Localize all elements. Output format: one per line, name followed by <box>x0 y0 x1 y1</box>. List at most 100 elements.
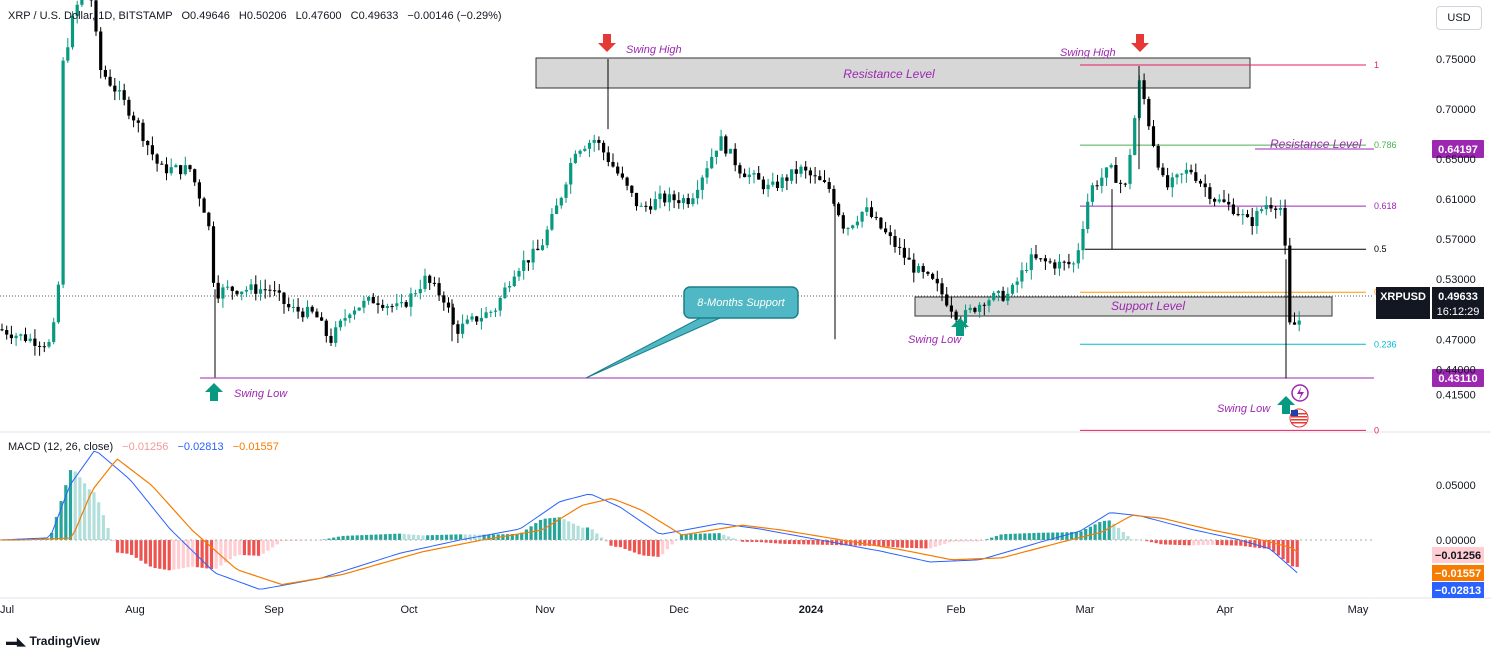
swing-low-arrow-1-icon <box>205 383 223 401</box>
candle-body <box>851 225 855 229</box>
macd-bar <box>769 540 773 543</box>
x-tick-label: Mar <box>1076 604 1095 616</box>
candle-body <box>1095 185 1099 187</box>
candle-body <box>790 169 794 181</box>
macd-bar <box>247 540 251 556</box>
candle-body <box>855 221 859 226</box>
macd-value-text: −0.01256 <box>1435 550 1481 562</box>
candle-body <box>334 327 338 343</box>
lightning-bolt-icon <box>1297 387 1304 400</box>
macd-bar <box>1131 539 1135 541</box>
candle-body <box>738 165 742 174</box>
candle-body <box>465 319 469 324</box>
macd-bar <box>68 470 73 540</box>
candle-body <box>258 289 263 294</box>
macd-bar <box>383 534 387 540</box>
candle-body <box>1109 165 1113 168</box>
macd-bar <box>1121 531 1125 540</box>
ohlc-low: L0.47600 <box>295 10 342 22</box>
candle-body <box>42 346 46 348</box>
swing-low-label-1: Swing Low <box>234 388 288 400</box>
macd-bar <box>839 540 843 546</box>
macd-bar <box>134 540 138 558</box>
y-tick-label: 0.70000 <box>1436 104 1476 116</box>
candle-body <box>1170 177 1174 188</box>
macd-bar <box>755 540 759 543</box>
candle-body <box>122 90 126 100</box>
macd-bar <box>388 533 392 540</box>
candle-body <box>404 302 408 307</box>
candle-body <box>893 236 897 247</box>
macd-bar <box>1211 540 1215 545</box>
macd-bar <box>195 540 199 568</box>
macd-bar <box>600 537 604 540</box>
macd-bar <box>1051 532 1055 540</box>
candle-body <box>1297 320 1301 325</box>
candle-body <box>728 148 733 154</box>
candle-body <box>837 203 841 216</box>
candle-body <box>1104 167 1109 178</box>
candle-body <box>752 173 756 175</box>
candle-body <box>874 216 878 218</box>
macd-bar <box>1126 536 1130 540</box>
macd-bar <box>83 483 87 540</box>
y-tick-label: 0.65000 <box>1436 154 1476 166</box>
candle-body <box>940 283 944 295</box>
currency-button[interactable]: USD <box>1436 6 1482 30</box>
macd-bar <box>933 540 937 547</box>
candle-body <box>1203 183 1207 188</box>
candle-body <box>28 338 32 341</box>
candle-body <box>747 174 751 178</box>
candle-body <box>611 161 615 167</box>
candle-body <box>1006 293 1010 301</box>
candle-body <box>672 194 676 201</box>
candle-body <box>193 169 197 183</box>
macd-bar <box>820 540 825 545</box>
fib-label: 0.5 <box>1374 244 1387 254</box>
macd-bar <box>802 540 806 545</box>
candle-body <box>1264 205 1268 210</box>
candle-body <box>1274 208 1278 210</box>
candle-body <box>926 271 930 274</box>
candle-body <box>33 338 37 346</box>
macd-bar <box>1295 540 1299 567</box>
macd-bar <box>1276 540 1280 556</box>
macd-bar <box>1196 540 1201 546</box>
macd-value-tag <box>1432 547 1484 563</box>
tradingview-brand[interactable]: ▬◣ TradingView <box>6 634 100 648</box>
candle-body <box>371 296 375 304</box>
candle-body <box>1175 174 1179 178</box>
macd-bar <box>684 533 688 540</box>
macd-bar <box>224 540 228 563</box>
candle-body <box>249 284 253 290</box>
macd-bar <box>1070 532 1074 540</box>
candle-body <box>221 287 225 299</box>
candle-body <box>61 60 65 285</box>
candle-body <box>780 177 784 189</box>
candle-body <box>681 198 686 204</box>
swing-low-label-2: Swing Low <box>908 334 962 346</box>
macd-bar <box>524 529 528 540</box>
macd-bar <box>1013 533 1017 540</box>
macd-bar <box>741 540 745 542</box>
candle-body <box>634 192 639 207</box>
macd-bar <box>346 535 350 540</box>
macd-bar <box>1023 533 1027 540</box>
resistance-zone <box>535 57 1251 89</box>
candle-body <box>301 311 305 318</box>
candle-body <box>1208 187 1212 199</box>
symbol-tag <box>1376 287 1430 319</box>
candle-body <box>183 165 187 175</box>
macd-bar <box>999 534 1003 540</box>
macd-lines <box>0 450 1374 590</box>
macd-bar <box>78 477 82 540</box>
candle-body <box>733 148 737 166</box>
macd-bar <box>703 533 707 540</box>
price-candles <box>0 0 1301 379</box>
macd-bar <box>191 540 195 567</box>
candle-body <box>277 290 281 293</box>
candle-body <box>639 205 643 207</box>
macd-bar <box>97 502 101 540</box>
macd-bar <box>816 540 820 545</box>
candle-body <box>935 278 939 284</box>
